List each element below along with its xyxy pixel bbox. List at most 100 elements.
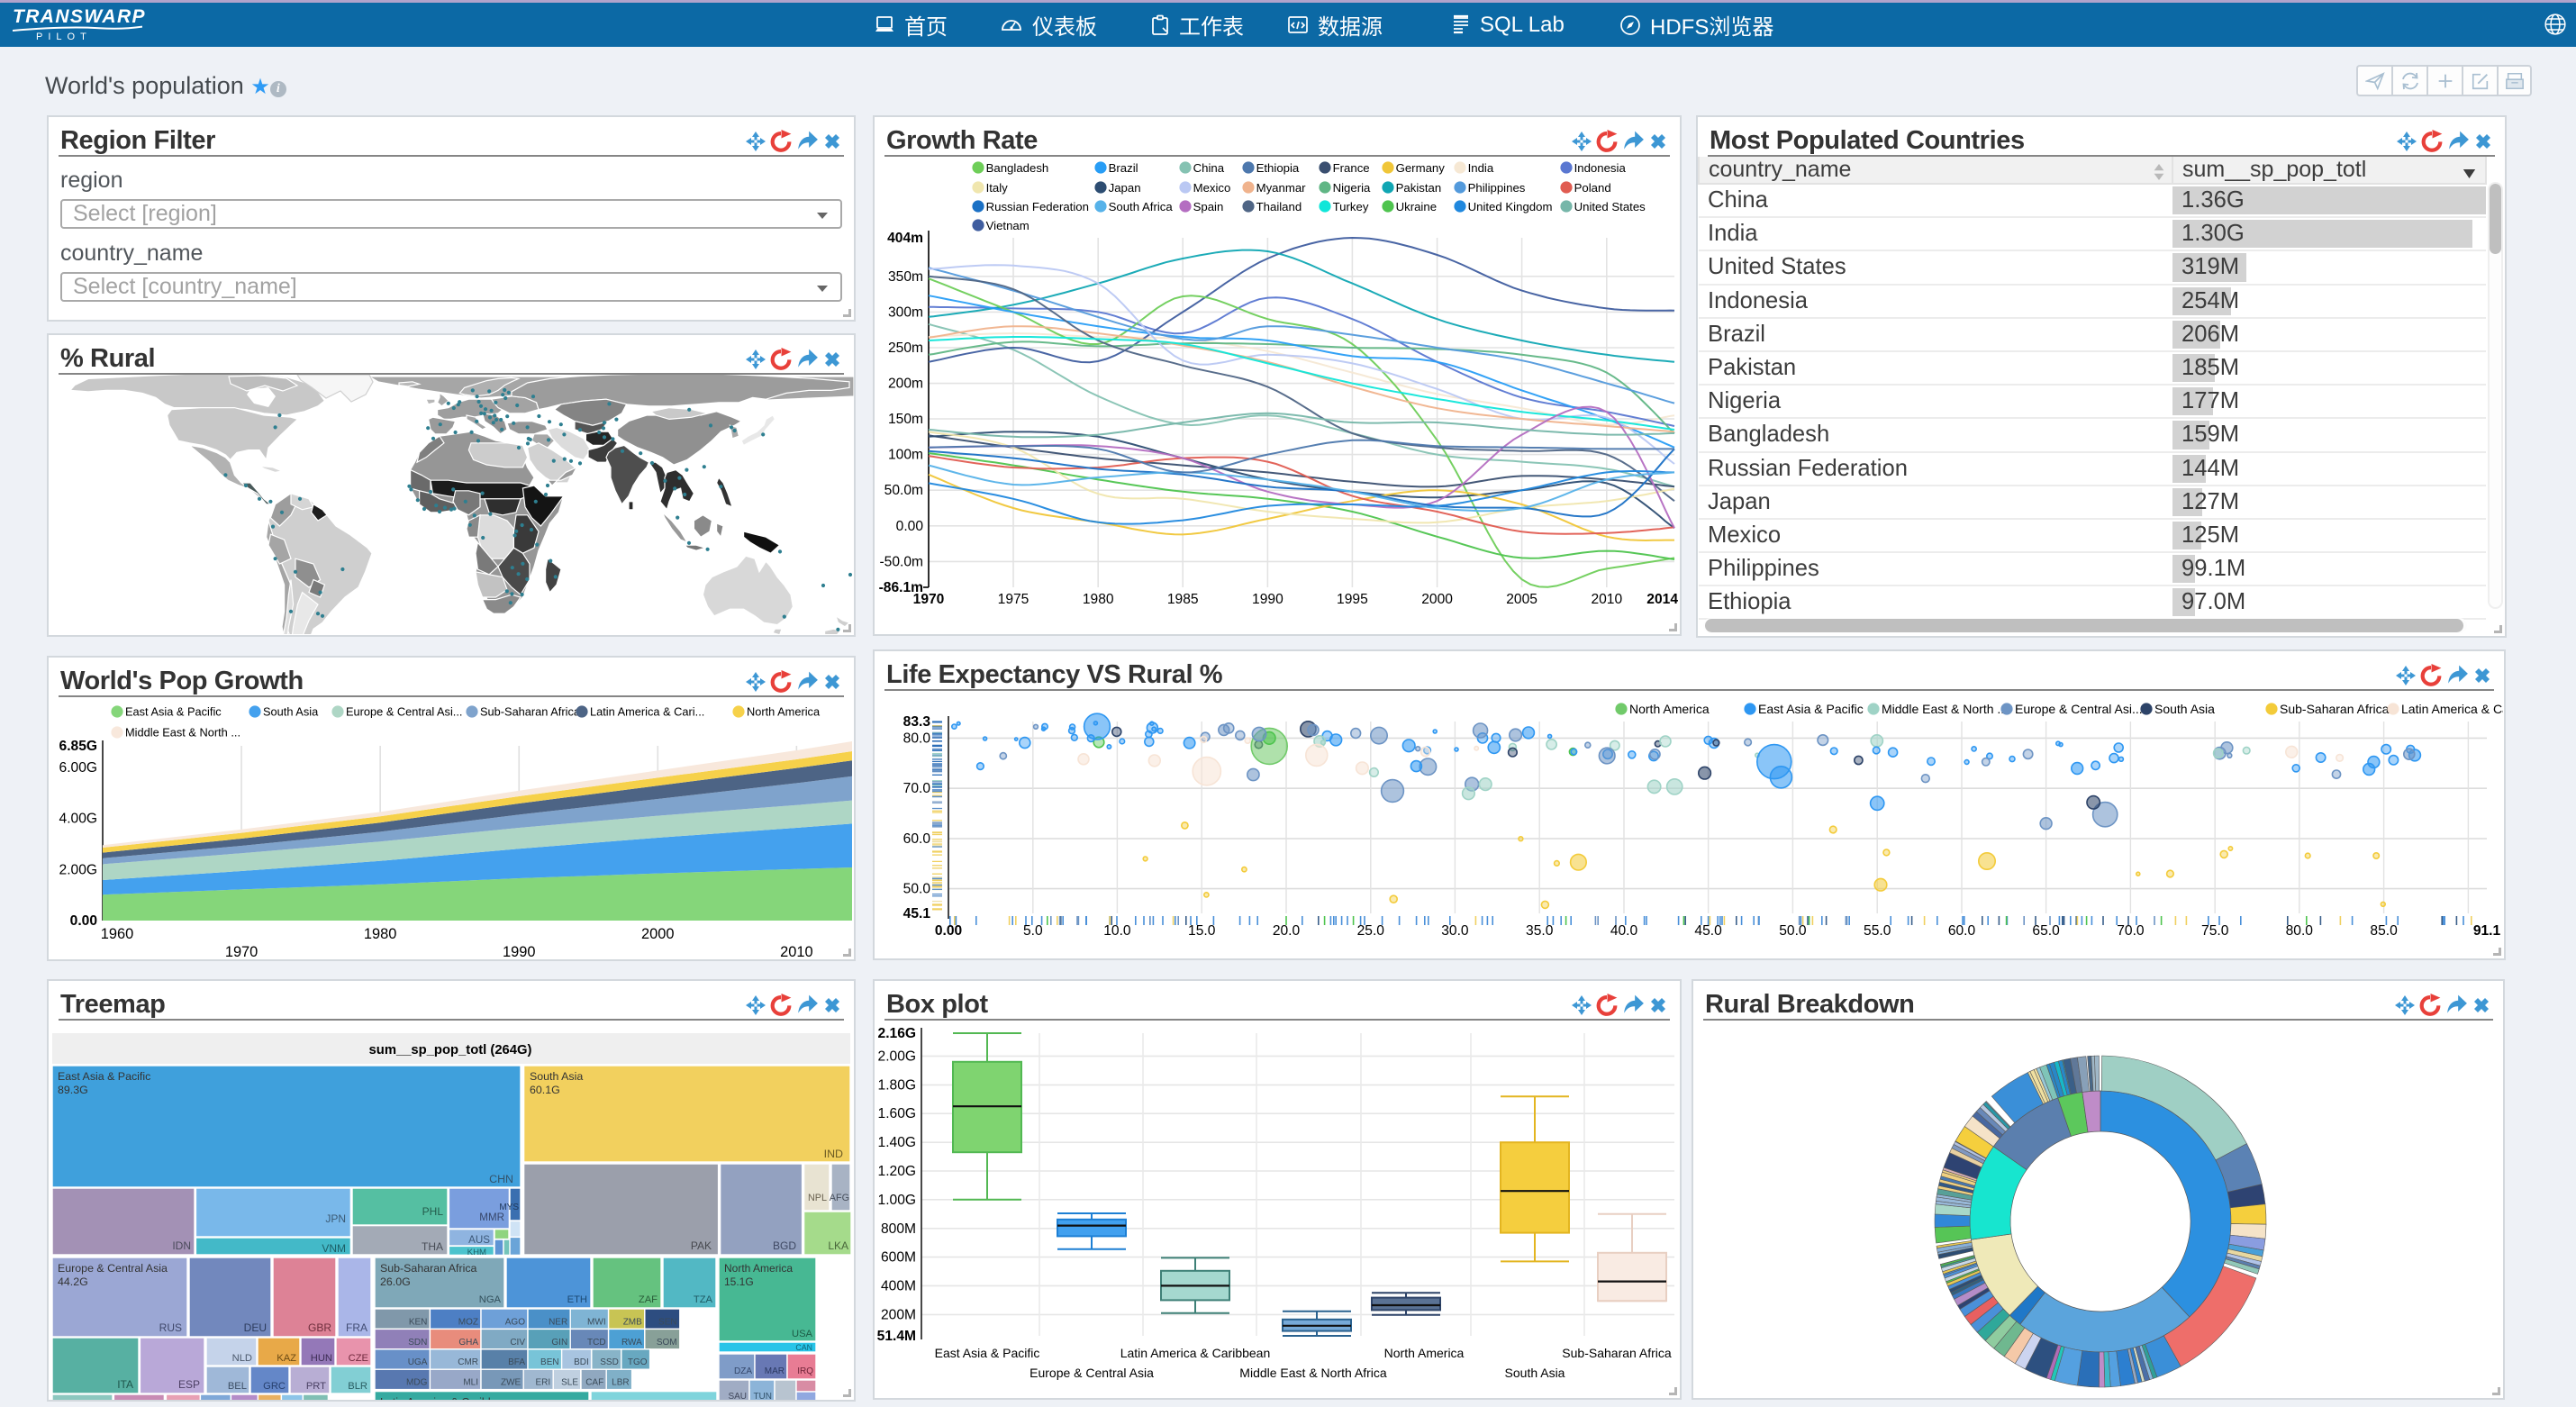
svg-text:TCD: TCD [587, 1338, 606, 1348]
svg-text:Pakistan: Pakistan [1396, 181, 1442, 195]
svg-text:GBR: GBR [308, 1321, 331, 1334]
svg-text:ETH: ETH [567, 1294, 587, 1305]
svg-text:70.0: 70.0 [903, 781, 931, 796]
svg-text:2010: 2010 [780, 944, 812, 960]
svg-text:VNM: VNM [322, 1242, 346, 1255]
svg-text:Ethiopia: Ethiopia [1256, 161, 1300, 175]
svg-text:KAZ: KAZ [277, 1353, 296, 1364]
svg-text:1990: 1990 [503, 944, 535, 960]
svg-text:Russian Federation: Russian Federation [986, 200, 1089, 213]
svg-text:UGA: UGA [408, 1357, 428, 1367]
svg-text:BLR: BLR [348, 1381, 367, 1392]
svg-text:85.0: 85.0 [2370, 923, 2398, 939]
svg-text:Germany: Germany [1396, 161, 1446, 175]
svg-text:IRQ: IRQ [797, 1366, 813, 1376]
svg-text:JPN: JPN [325, 1212, 346, 1225]
svg-text:89.3G: 89.3G [58, 1084, 88, 1096]
svg-text:50.0: 50.0 [903, 882, 931, 897]
svg-text:AFG: AFG [830, 1193, 849, 1203]
svg-text:PHL: PHL [422, 1205, 444, 1218]
svg-text:TUN: TUN [753, 1392, 772, 1402]
svg-text:Poland: Poland [1574, 181, 1611, 195]
svg-text:Philippines: Philippines [1468, 181, 1526, 195]
svg-text:2005: 2005 [1506, 592, 1537, 607]
svg-text:BFA: BFA [508, 1357, 525, 1367]
svg-text:1.80G: 1.80G [878, 1077, 916, 1093]
svg-text:ITA: ITA [117, 1378, 133, 1391]
svg-text:East Asia & Pacific: East Asia & Pacific [935, 1346, 1040, 1360]
svg-text:North America: North America [1629, 702, 1710, 716]
svg-text:100m: 100m [888, 448, 923, 463]
svg-text:DZA: DZA [734, 1366, 752, 1376]
svg-text:50.0: 50.0 [1779, 923, 1807, 939]
svg-text:MMR: MMR [479, 1212, 504, 1223]
svg-text:25.0: 25.0 [1357, 923, 1385, 939]
svg-text:SOM: SOM [657, 1338, 677, 1348]
svg-text:350m: 350m [888, 269, 923, 285]
svg-text:KHM: KHM [467, 1248, 486, 1257]
svg-text:1975: 1975 [998, 592, 1029, 607]
svg-text:Turkey: Turkey [1333, 200, 1369, 213]
svg-text:NLD: NLD [232, 1353, 252, 1364]
svg-text:Myanmar: Myanmar [1256, 181, 1307, 195]
svg-text:Bangladesh: Bangladesh [986, 161, 1049, 175]
svg-text:Spain: Spain [1193, 200, 1224, 213]
svg-text:PAK: PAK [691, 1239, 712, 1252]
svg-text:SEN: SEN [658, 1317, 677, 1327]
svg-text:NGA: NGA [479, 1294, 502, 1305]
svg-text:1970: 1970 [225, 944, 258, 960]
svg-text:South Asia: South Asia [530, 1070, 583, 1083]
svg-text:United Kingdom: United Kingdom [1468, 200, 1553, 213]
svg-text:Latin America & Caribbean: Latin America & Caribbean [1120, 1346, 1271, 1360]
svg-text:CMR: CMR [458, 1357, 478, 1367]
svg-text:45.1: 45.1 [903, 906, 931, 921]
svg-text:Indonesia: Indonesia [1574, 161, 1627, 175]
svg-text:55.0: 55.0 [1864, 923, 1891, 939]
svg-text:80.0: 80.0 [2286, 923, 2314, 939]
svg-text:83.3: 83.3 [903, 714, 931, 730]
svg-text:East Asia & Pacific: East Asia & Pacific [1758, 702, 1864, 716]
svg-text:300m: 300m [888, 304, 923, 320]
svg-text:SLE: SLE [561, 1378, 578, 1388]
svg-text:800M: 800M [881, 1221, 916, 1237]
svg-text:China: China [1193, 161, 1225, 175]
svg-text:1990: 1990 [1252, 592, 1283, 607]
svg-text:75.0: 75.0 [2201, 923, 2229, 939]
svg-text:2.00G: 2.00G [59, 862, 97, 877]
svg-text:BGD: BGD [773, 1239, 796, 1252]
svg-text:France: France [1333, 161, 1370, 175]
svg-text:400M: 400M [881, 1278, 916, 1294]
svg-text:NPL: NPL [808, 1193, 827, 1203]
svg-text:60.0: 60.0 [1948, 923, 1976, 939]
svg-text:Europe & Central Asia: Europe & Central Asia [58, 1262, 168, 1275]
svg-text:5.0: 5.0 [1023, 923, 1043, 939]
svg-text:ERI: ERI [536, 1378, 551, 1388]
svg-text:Europe & Central Asi...: Europe & Central Asi... [346, 705, 462, 719]
svg-text:India: India [1468, 161, 1494, 175]
svg-text:Ukraine: Ukraine [1396, 200, 1437, 213]
svg-text:6.00G: 6.00G [59, 760, 97, 776]
svg-text:1.20G: 1.20G [878, 1164, 916, 1179]
svg-text:CIV: CIV [510, 1338, 525, 1348]
svg-text:East Asia & Pacific: East Asia & Pacific [125, 705, 222, 719]
svg-text:GIN: GIN [551, 1338, 567, 1348]
svg-text:1960: 1960 [101, 926, 133, 942]
svg-text:1.40G: 1.40G [878, 1135, 916, 1150]
svg-text:SDN: SDN [408, 1338, 427, 1348]
svg-text:2010: 2010 [1591, 592, 1622, 607]
svg-text:sum__sp_pop_totl (264G): sum__sp_pop_totl (264G) [369, 1043, 532, 1058]
svg-text:20.0: 20.0 [1273, 923, 1301, 939]
svg-text:Japan: Japan [1109, 181, 1141, 195]
svg-text:404m: 404m [887, 231, 923, 246]
svg-text:2000: 2000 [1421, 592, 1453, 607]
svg-text:South Asia: South Asia [2154, 702, 2215, 716]
svg-text:BEL: BEL [228, 1381, 247, 1392]
svg-text:26.0G: 26.0G [380, 1275, 411, 1288]
svg-text:THA: THA [422, 1240, 443, 1253]
svg-text:40.0: 40.0 [1610, 923, 1638, 939]
svg-text:IND: IND [824, 1148, 843, 1160]
svg-text:Europe & Central Asia: Europe & Central Asia [1029, 1366, 1154, 1380]
svg-text:70.0: 70.0 [2117, 923, 2145, 939]
svg-text:Mexico: Mexico [1193, 181, 1231, 195]
svg-text:60.1G: 60.1G [530, 1084, 560, 1096]
